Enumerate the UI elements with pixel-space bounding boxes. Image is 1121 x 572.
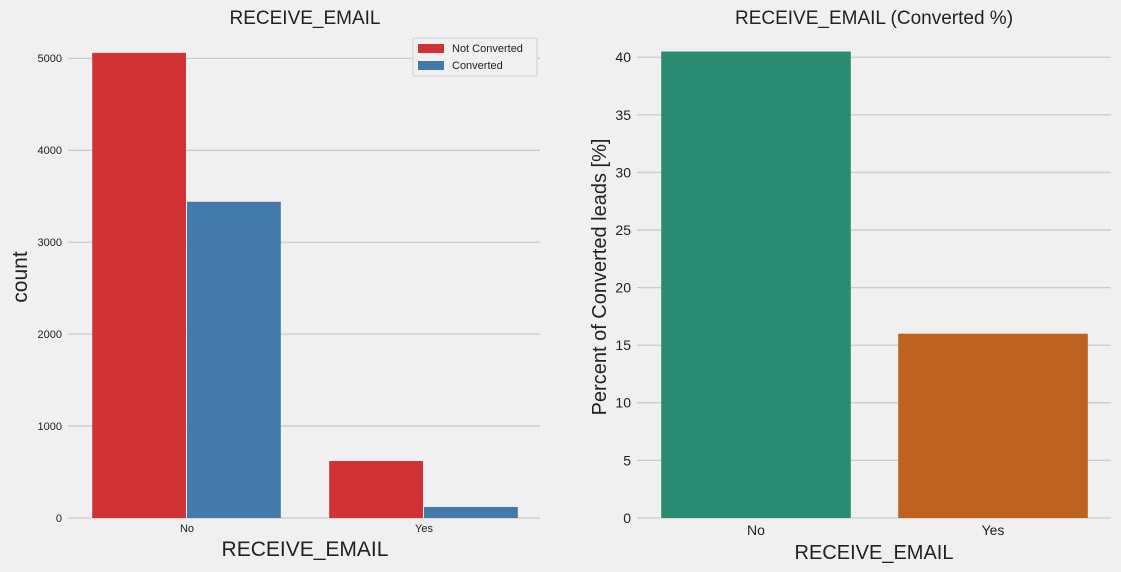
bar-yes (898, 333, 1088, 518)
bar-not-converted-yes (329, 461, 423, 518)
legend-swatch-not-converted (418, 44, 444, 53)
y-tick-label: 40 (615, 49, 631, 65)
bar-not-converted-no (92, 52, 186, 518)
y-tick-label: 10 (615, 395, 631, 411)
x-tick-label: No (180, 523, 194, 535)
y-tick-label: 20 (615, 280, 631, 296)
legend-label-not-converted: Not Converted (452, 43, 523, 55)
bar-no (661, 51, 851, 519)
bar-converted-no (187, 201, 281, 519)
y-tick-label: 30 (615, 164, 631, 180)
y-tick-label: 25 (615, 222, 631, 238)
count-chart-legend: Not Converted Converted (412, 37, 538, 77)
y-tick-label: 5000 (38, 53, 62, 65)
percent-chart-ylabel: Percent of Converted leads [%] (589, 139, 611, 416)
y-tick-label: 15 (615, 337, 631, 353)
count-chart-ticks: 0 1000 2000 3000 4000 5000 No Yes (38, 53, 434, 535)
y-tick-label: 3000 (38, 237, 62, 249)
percent-chart: RECEIVE_EMAIL (Converted %) 0 5 10 15 20 25 30… (589, 8, 1111, 564)
y-tick-label: 5 (623, 452, 631, 468)
percent-chart-ticks: 0 5 10 15 20 25 30 35 40 No Yes (615, 49, 1004, 538)
bar-converted-yes (424, 506, 518, 518)
y-tick-label: 1000 (38, 421, 62, 433)
y-tick-label: 35 (615, 107, 631, 123)
percent-chart-xlabel: RECEIVE_EMAIL (795, 542, 954, 564)
y-tick-label: 2000 (38, 329, 62, 341)
y-tick-label: 0 (56, 513, 62, 525)
x-tick-label: Yes (982, 522, 1005, 538)
count-chart-title: RECEIVE_EMAIL (230, 8, 381, 29)
count-chart: RECEIVE_EMAIL 0 1000 2000 3000 4000 5000 No Yes… (9, 8, 540, 561)
count-chart-bars (92, 52, 518, 519)
x-tick-label: Yes (415, 523, 433, 535)
percent-chart-title: RECEIVE_EMAIL (Converted %) (735, 8, 1013, 29)
count-chart-ylabel: count (9, 251, 32, 303)
x-tick-label: No (747, 522, 765, 538)
y-tick-label: 0 (623, 510, 631, 526)
y-tick-label: 4000 (38, 145, 62, 157)
legend-swatch-converted (418, 61, 444, 70)
legend-label-converted: Converted (452, 60, 503, 72)
count-chart-xlabel: RECEIVE_EMAIL (222, 538, 389, 561)
percent-chart-bars (661, 51, 1088, 519)
